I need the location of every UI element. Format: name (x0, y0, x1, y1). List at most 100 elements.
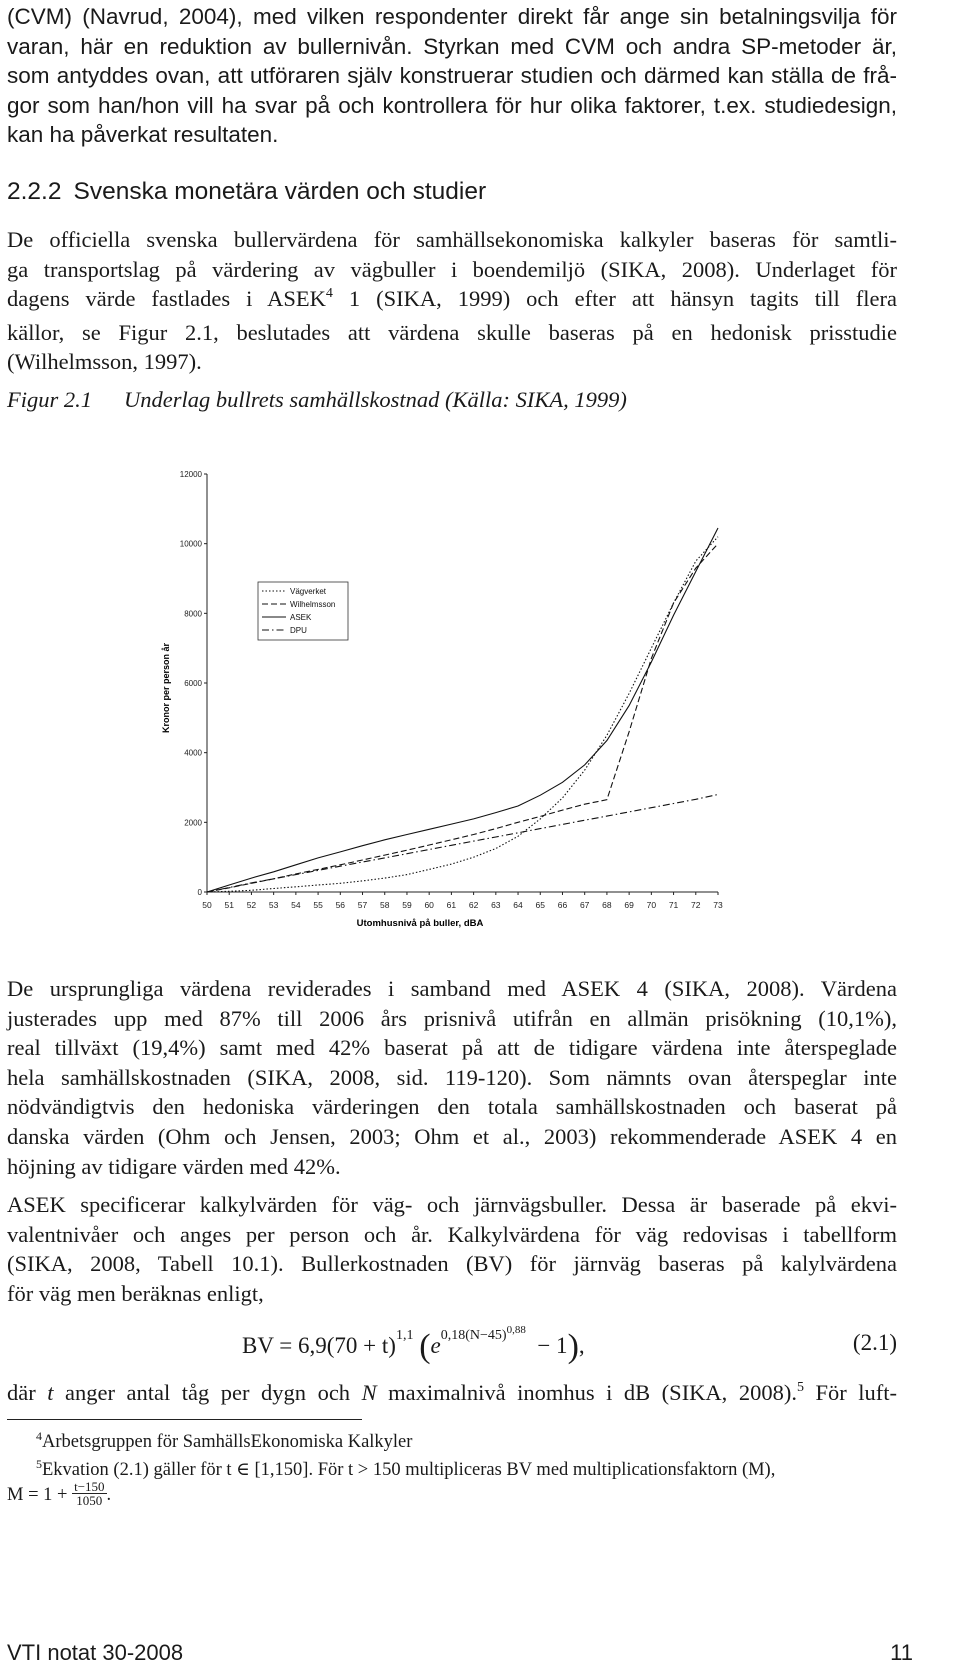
chart-legend: Vägverket Wilhelmsson ASEK DPU (257, 581, 349, 641)
x-tick-label: 64 (513, 900, 523, 910)
paragraph-line: nödvändigtvis den hedoniska värderingen … (7, 1094, 897, 1120)
legend-label: Vägverket (290, 587, 327, 596)
x-tick-label: 70 (647, 900, 657, 910)
paragraph-text: där (7, 1380, 48, 1405)
noise-cost-chart: 0 2000 4000 6000 8000 10000 12000 50 51 52 53 54 55… (161, 470, 723, 929)
figure-caption: Figur 2.1 Underlag bullrets samhällskostn… (7, 387, 627, 413)
intro-line: (CVM) (Navrud, 2004), med vilken respond… (7, 4, 897, 29)
equation-formula: BV = 6,9(70 + t)1,1 (e0,18(N−45)0,88 − 1… (242, 1324, 585, 1365)
paragraph-line: justerades upp med 87% till 2006 års pri… (7, 1005, 897, 1031)
intro-paragraph: (CVM) (Navrud, 2004), med vilken respond… (7, 2, 897, 150)
y-tick-label: 6000 (184, 679, 202, 688)
y-tick-label: 2000 (184, 818, 202, 827)
x-tick-label: 60 (424, 900, 434, 910)
paragraph-line: De ursprungliga värdena reviderades i sa… (7, 976, 897, 1001)
footnote-marker: 5 (36, 1457, 42, 1471)
paragraph-line: De officiella svenska bullervärdena för … (7, 227, 897, 252)
footnote-marker: 4 (36, 1429, 42, 1443)
fraction-denominator: 1050 (76, 1493, 103, 1508)
x-tick-label: 50 (202, 900, 212, 910)
x-tick-label: 68 (602, 900, 612, 910)
x-tick-label: 62 (469, 900, 479, 910)
x-tick-label: 54 (291, 900, 301, 910)
paragraph-line: (SIKA, 2008, Tabell 10.1). Bullerkostnad… (7, 1251, 897, 1277)
x-tick-label: 55 (313, 900, 323, 910)
intro-line: som antyddes ovan, att utföraren själv k… (7, 63, 897, 89)
x-tick-label: 69 (624, 900, 634, 910)
y-tick-label: 10000 (180, 540, 203, 549)
legend-label: ASEK (290, 613, 312, 622)
paragraph-text: 1 (SIKA, 1999) och efter att hänsyn tagi… (332, 286, 897, 312)
body-paragraph-2: De ursprungliga värdena reviderades i sa… (7, 974, 897, 1181)
paragraph-line: hela samhällskostnaden (SIKA, 2008, sid.… (7, 1064, 897, 1090)
fraction-numerator: t−150 (72, 1479, 107, 1494)
fraction: t−150 1050 (72, 1479, 107, 1508)
equation-paren: ( (419, 1328, 431, 1365)
legend-label: Wilhelmsson (290, 600, 335, 609)
x-tick-label: 72 (691, 900, 701, 910)
paragraph-text: För luft- (803, 1380, 897, 1405)
equation-exponent: 1,1 (395, 1328, 414, 1343)
paragraph-line: för väg men beräknas enligt, (7, 1280, 264, 1306)
y-tick-label: 0 (198, 888, 203, 897)
paragraph-text: anger antal tåg per dygn och (53, 1380, 362, 1405)
x-axis-ticks: 50 51 52 53 54 55 56 57 58 59 60 61 62 63 64 65 66 67 68 69… (202, 892, 723, 910)
paragraph-line: ASEK specificerar kalkylvärden för väg- … (7, 1192, 897, 1217)
footnote-5-continuation: M = 1 + t−150 1050. (7, 1479, 897, 1509)
footnote-text: . (106, 1484, 112, 1505)
series-line-asek (206, 527, 719, 893)
section-title: Svenska monetära värden och studier (73, 178, 487, 205)
x-tick-label: 65 (536, 900, 546, 910)
paragraph-text: maximalnivå inomhus i dB (SIKA, 2008). (376, 1380, 797, 1405)
footnote-ref-5[interactable]: 5 (796, 1380, 804, 1395)
footnote-ref-4[interactable]: 4 (325, 286, 333, 302)
footnote-5: 5Ekvation (2.1) gäller för t ∈ [1,150]. … (36, 1457, 926, 1483)
paragraph-line: ga transportslag på värdering av vägbull… (7, 256, 897, 282)
x-tick-label: 67 (580, 900, 590, 910)
footnote-text: M = 1 + (7, 1484, 73, 1505)
paragraph-line: valentnivåer och anges per person och år… (7, 1221, 897, 1247)
x-tick-label: 57 (358, 900, 368, 910)
x-tick-label: 66 (558, 900, 568, 910)
x-tick-label: 58 (380, 900, 390, 910)
footnote-text: Ekvation (2.1) gäller för t ∈ [1,150]. F… (42, 1460, 776, 1480)
series-line-v-gverket (206, 536, 719, 893)
x-tick-label: 56 (336, 900, 346, 910)
variable-t: t (47, 1380, 54, 1405)
x-tick-label: 59 (402, 900, 412, 910)
legend-label: DPU (290, 626, 307, 635)
equation-2-1: BV = 6,9(70 + t)1,1 (e0,18(N−45)0,88 − 1… (0, 1316, 900, 1365)
equation-number: (2.1) (852, 1330, 897, 1355)
footnote-text: Arbetsgruppen för SamhällsEkonomiska Kal… (42, 1432, 413, 1452)
equation-tail: − 1 (531, 1333, 568, 1358)
equation-paren: ) (567, 1328, 579, 1365)
figure-label: Figur 2.1 (7, 387, 93, 412)
equation-exponent-part: 0,18(N−45) (440, 1328, 507, 1343)
variable-n: N (361, 1380, 377, 1405)
body-paragraph-3: ASEK specificerar kalkylvärden för väg- … (7, 1190, 897, 1308)
equation-base: e (430, 1333, 441, 1358)
figure-caption-text: Underlag bullrets samhällskostnad (Källa… (124, 387, 627, 412)
y-tick-label: 4000 (184, 749, 202, 758)
series-line-wilhelmsson (206, 543, 719, 893)
series-line-dpu (206, 793, 719, 893)
y-tick-label: 8000 (184, 609, 202, 618)
y-axis-ticks: 0 2000 4000 6000 8000 10000 12000 (180, 470, 207, 897)
body-paragraph-4: där t anger antal tåg per dygn och N max… (7, 1378, 897, 1412)
paragraph-line: källor, se Figur 2.1, beslutades att vär… (7, 319, 897, 345)
x-tick-label: 52 (247, 900, 257, 910)
chart-axes (206, 474, 718, 893)
paragraph-line: där t anger antal tåg per dygn och N max… (7, 1378, 897, 1412)
x-tick-label: 73 (713, 900, 723, 910)
paragraph-line: höjning av tidigare värden med 42%. (7, 1153, 341, 1179)
y-axis-label: Kronor per person år (161, 643, 171, 734)
paragraph-line: danska värden (Ohm och Jensen, 2003; Ohm… (7, 1123, 897, 1149)
equation-lhs: BV = 6,9(70 + t) (242, 1333, 396, 1358)
footnote-4: 4Arbetsgruppen för SamhällsEkonomiska Ka… (36, 1429, 926, 1455)
x-tick-label: 71 (669, 900, 679, 910)
equation-exponent: 0,18(N−45)0,88 (440, 1324, 526, 1343)
section-heading: 2.2.2 Svenska monetära värden och studier (7, 178, 486, 206)
x-tick-label: 53 (269, 900, 279, 910)
equation-comma: , (578, 1333, 585, 1358)
paragraph-line: (Wilhelmsson, 1997). (7, 349, 202, 375)
